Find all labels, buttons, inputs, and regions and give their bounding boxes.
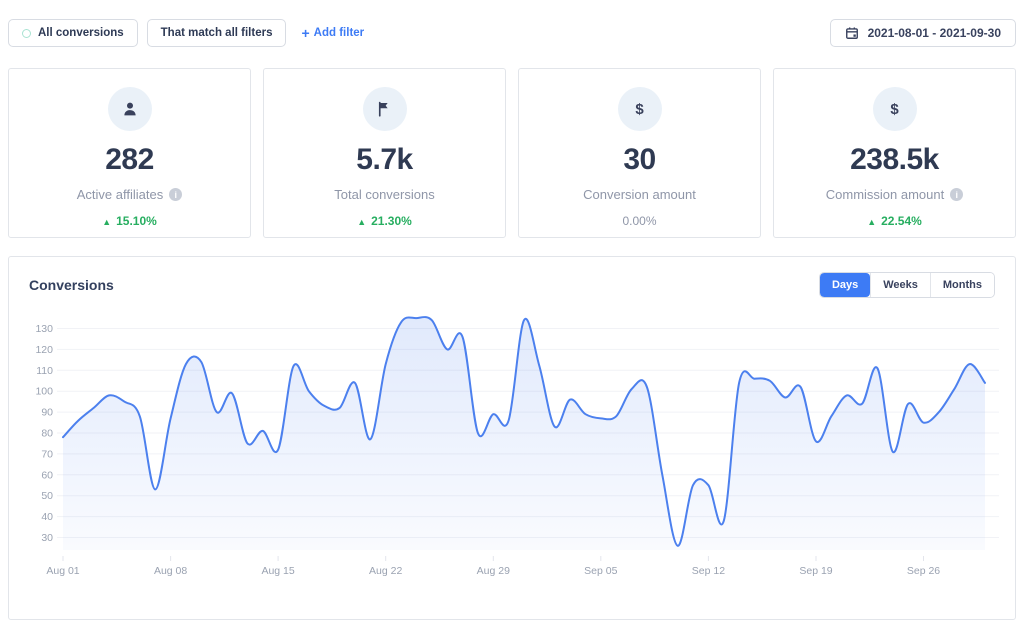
x-tick-label: Sep 12: [692, 565, 725, 577]
stat-cards: 282 Active affiliates i 15.10% 5.7k Tota…: [8, 68, 1016, 238]
info-icon[interactable]: i: [950, 188, 964, 201]
stat-change: 15.10%: [102, 214, 157, 228]
x-tick-label: Sep 26: [907, 565, 940, 577]
user-icon: [107, 87, 152, 131]
all-conversions-label: All conversions: [38, 27, 124, 39]
y-tick-label: 100: [35, 386, 53, 398]
all-conversions-button[interactable]: All conversions: [8, 19, 138, 47]
y-tick-label: 40: [41, 511, 53, 523]
tab-weeks[interactable]: Weeks: [870, 273, 930, 297]
stat-value: 30: [623, 143, 656, 176]
stat-value: 238.5k: [850, 143, 939, 176]
x-tick-label: Aug 22: [369, 565, 402, 577]
stat-value: 5.7k: [356, 143, 413, 176]
info-icon[interactable]: i: [169, 188, 183, 201]
panel-title: Conversions: [29, 277, 114, 293]
stat-card-total-conversions: 5.7k Total conversions 21.30%: [263, 68, 506, 238]
stat-card-conversion-amount: $ 30 Conversion amount 0.00%: [518, 68, 761, 238]
stat-change-value: 0.00%: [622, 214, 657, 228]
x-tick-label: Aug 29: [477, 565, 510, 577]
stat-change-value: 21.30%: [371, 214, 412, 228]
plus-icon: +: [301, 25, 310, 41]
calendar-icon: [845, 27, 858, 39]
y-tick-label: 110: [36, 365, 53, 377]
tab-days[interactable]: Days: [819, 273, 871, 297]
filter-bar: All conversions That match all filters +…: [8, 18, 1016, 48]
up-arrow-icon: [102, 214, 111, 228]
stat-label: Conversion amount: [583, 187, 696, 202]
y-tick-label: 80: [41, 428, 53, 440]
stat-change-value: 15.10%: [116, 214, 157, 228]
x-tick-label: Sep 19: [799, 565, 832, 577]
y-tick-label: 60: [41, 469, 53, 481]
x-tick-label: Aug 08: [154, 565, 187, 577]
stat-card-active-affiliates: 282 Active affiliates i 15.10%: [8, 68, 251, 238]
flag-icon: [362, 87, 407, 131]
stat-change: 0.00%: [622, 214, 656, 228]
date-range-picker[interactable]: 2021-08-01 - 2021-09-30: [829, 19, 1016, 47]
conversions-panel: Conversions Days Weeks Months 30 40 50 60 70…: [8, 256, 1016, 620]
conversions-chart: 30 40 50 60 70 80 90 100 110 120 130 Aug 01 Aug 08 Au…: [9, 304, 1015, 611]
y-tick-label: 30: [41, 532, 53, 544]
y-tick-label: 120: [35, 344, 53, 356]
stat-change-value: 22.54%: [881, 214, 922, 228]
stat-label: Total conversions: [334, 187, 435, 202]
y-tick-label: 70: [41, 448, 53, 460]
x-tick-label: Aug 01: [46, 565, 79, 577]
stat-label: Active affiliates: [76, 187, 164, 202]
add-filter-link[interactable]: + Add filter: [301, 26, 364, 40]
chart-area: [63, 317, 985, 550]
stat-value: 282: [105, 143, 154, 176]
status-circle-icon: [22, 28, 31, 38]
x-tick-label: Aug 15: [261, 565, 294, 577]
y-tick-label: 50: [41, 490, 53, 502]
stat-card-commission-amount: $ 238.5k Commission amount i 22.54%: [773, 68, 1016, 238]
up-arrow-icon: [867, 214, 876, 228]
tab-months[interactable]: Months: [929, 273, 994, 297]
match-all-filters-button[interactable]: That match all filters: [146, 19, 287, 47]
stat-label: Commission amount: [825, 187, 945, 202]
dollar-icon: $: [617, 87, 662, 131]
conversions-chart-svg: 30 40 50 60 70 80 90 100 110 120 130 Aug 01 Aug 08 Au…: [35, 316, 999, 577]
add-filter-label: Add filter: [313, 27, 365, 39]
y-tick-label: 130: [35, 323, 53, 335]
dollar-icon: $: [872, 87, 917, 131]
chart-line: [62, 316, 986, 547]
filter-bar-left: All conversions That match all filters +…: [8, 19, 364, 47]
interval-tabs: Days Weeks Months: [818, 272, 995, 298]
stat-change: 21.30%: [357, 214, 412, 228]
conversions-panel-header: Conversions Days Weeks Months: [9, 257, 1015, 304]
match-all-filters-label: That match all filters: [160, 27, 273, 39]
up-arrow-icon: [357, 214, 366, 228]
stat-change: 22.54%: [867, 214, 922, 228]
y-tick-label: 90: [41, 407, 53, 419]
date-range-value: 2021-08-01 - 2021-09-30: [867, 26, 1001, 40]
x-tick-label: Sep 05: [584, 565, 617, 577]
